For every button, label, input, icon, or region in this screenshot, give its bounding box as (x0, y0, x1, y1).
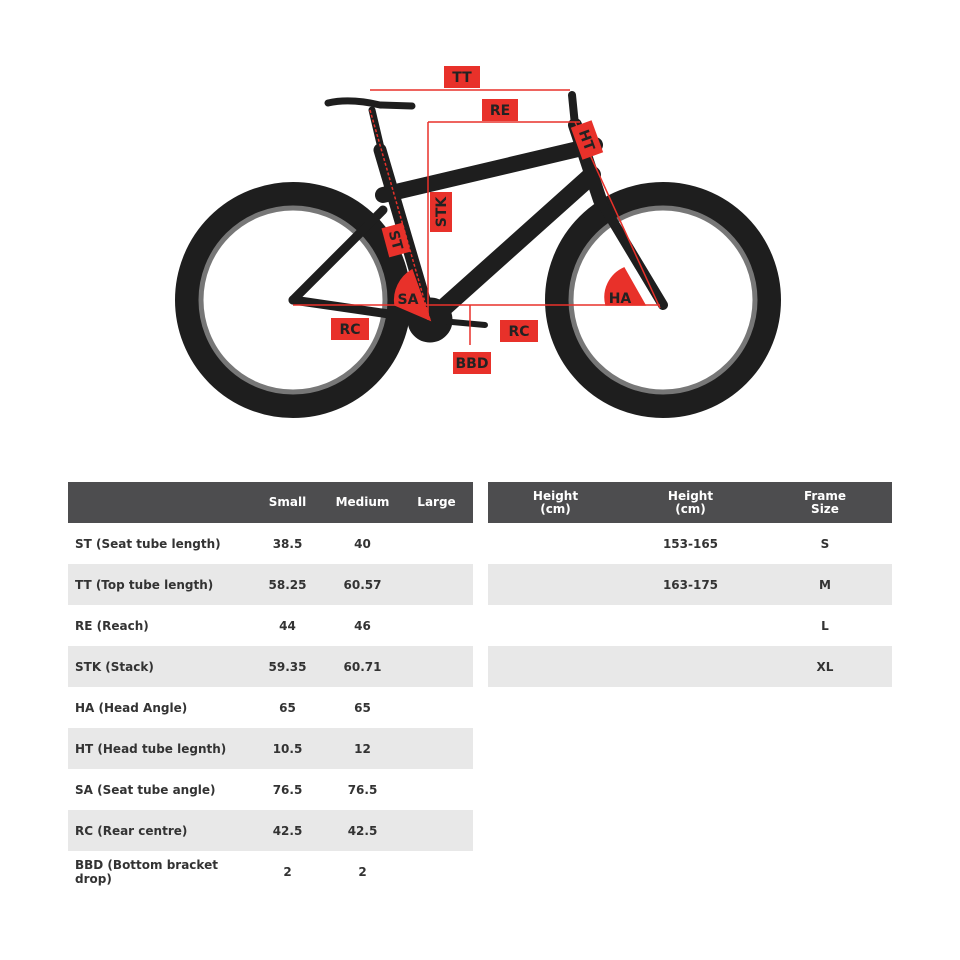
measurement-lines (293, 89, 661, 345)
table-row: XL (488, 646, 892, 687)
svg-text:RC: RC (339, 322, 360, 338)
cell-value: 46 (354, 618, 371, 633)
label-tt: TT (444, 66, 480, 88)
table-row: BBD (Bottom bracket drop) 2 2 (68, 851, 473, 892)
cell-value: 65 (279, 700, 296, 715)
cell-value (400, 523, 473, 564)
label-sa: SA (398, 292, 419, 308)
cell-value (488, 564, 623, 605)
table-header: Small Medium Large (68, 482, 473, 523)
cell-value (488, 605, 623, 646)
table-row: STK (Stack) 59.35 60.71 (68, 646, 473, 687)
size-table: Height (cm) Height (cm) Frame Size 153-165 S… (488, 482, 892, 687)
cell-value (400, 769, 473, 810)
cell-value: 44 (279, 618, 296, 633)
row-label: HA (Head Angle) (75, 700, 188, 715)
cell-value: 60.71 (325, 646, 400, 687)
cell-value: 42.5 (250, 810, 325, 851)
label-st: ST (381, 222, 411, 258)
bike-geometry-diagram: TT RE HT STK ST SA HA RC RC BBD (175, 66, 781, 418)
cell-value (623, 605, 758, 646)
table-row: RC (Rear centre) 42.5 42.5 (68, 810, 473, 851)
cell-value: L (821, 618, 829, 633)
table-row: ST (Seat tube length) 38.5 40 (68, 523, 473, 564)
cell-value (400, 851, 473, 892)
row-label: ST (Seat tube length) (75, 536, 221, 551)
label-rc-rear: RC (331, 318, 369, 340)
cell-value: 59.35 (250, 646, 325, 687)
table-header: Height (cm) Height (cm) Frame Size (488, 482, 892, 523)
cell-value (488, 646, 623, 687)
cell-value (400, 687, 473, 728)
cell-value (400, 605, 473, 646)
table-row: HT (Head tube legnth) 10.5 12 (68, 728, 473, 769)
svg-text:HA: HA (609, 291, 632, 307)
svg-text:RE: RE (490, 103, 510, 119)
column-header: Small (250, 482, 325, 523)
cell-value: 76.5 (347, 782, 378, 797)
cell-value: 2 (283, 864, 292, 879)
cell-value: 40 (354, 536, 371, 551)
cell-value: 42.5 (325, 810, 400, 851)
label-ht: HT (570, 120, 604, 160)
row-label: BBD (Bottom bracket drop) (75, 857, 218, 886)
svg-text:TT: TT (452, 70, 472, 86)
svg-text:HT: HT (575, 128, 597, 154)
table-row: 153-165 S (488, 523, 892, 564)
cell-value: 58.25 (250, 564, 325, 605)
table-row: HA (Head Angle) 65 65 (68, 687, 473, 728)
cell-value: 65 (354, 700, 371, 715)
cell-value: 76.5 (272, 782, 303, 797)
svg-text:STK: STK (434, 196, 450, 228)
cell-value: S (820, 536, 830, 551)
table-row: L (488, 605, 892, 646)
cell-value (400, 728, 473, 769)
cell-value (623, 646, 758, 687)
table-row: SA (Seat tube angle) 76.5 76.5 (68, 769, 473, 810)
label-bbd: BBD (453, 352, 491, 374)
svg-text:SA: SA (398, 292, 419, 308)
cell-value: M (758, 564, 892, 605)
cell-value (400, 564, 473, 605)
row-label: TT (Top tube length) (68, 564, 250, 605)
label-stk: STK (430, 192, 452, 232)
cell-value: 12 (325, 728, 400, 769)
cell-value: 60.57 (325, 564, 400, 605)
cell-value (400, 810, 473, 851)
row-label: RE (Reach) (75, 618, 149, 633)
cell-value (488, 523, 623, 564)
column-header: Frame Size (758, 482, 892, 523)
table-row: 163-175 M (488, 564, 892, 605)
svg-text:BBD: BBD (456, 356, 489, 372)
cell-value: 38.5 (272, 536, 303, 551)
row-label: STK (Stack) (68, 646, 250, 687)
column-header (68, 482, 250, 523)
table-row: TT (Top tube length) 58.25 60.57 (68, 564, 473, 605)
column-header: Medium (325, 482, 400, 523)
cell-value: 153-165 (662, 536, 719, 551)
cell-value: 163-175 (623, 564, 758, 605)
table-row: RE (Reach) 44 46 (68, 605, 473, 646)
label-ha: HA (609, 291, 632, 307)
svg-text:ST: ST (385, 229, 406, 253)
front-wheel (545, 182, 781, 418)
column-header: Large (400, 482, 473, 523)
geometry-table: Small Medium Large ST (Seat tube length) 38.… (68, 482, 473, 892)
measurement-labels: TT RE HT STK ST SA HA RC RC BBD (331, 66, 631, 374)
cell-value: 10.5 (250, 728, 325, 769)
row-label: RC (Rear centre) (68, 810, 250, 851)
svg-text:RC: RC (508, 324, 529, 340)
bike-frame (288, 91, 668, 343)
row-label: HT (Head tube legnth) (68, 728, 250, 769)
column-header: Height (cm) (488, 482, 623, 523)
label-re: RE (482, 99, 518, 121)
cell-value: 2 (358, 864, 367, 879)
cell-value: XL (758, 646, 892, 687)
row-label: SA (Seat tube angle) (75, 782, 216, 797)
column-header: Height (cm) (623, 482, 758, 523)
label-rc-front: RC (500, 320, 538, 342)
cell-value (400, 646, 473, 687)
